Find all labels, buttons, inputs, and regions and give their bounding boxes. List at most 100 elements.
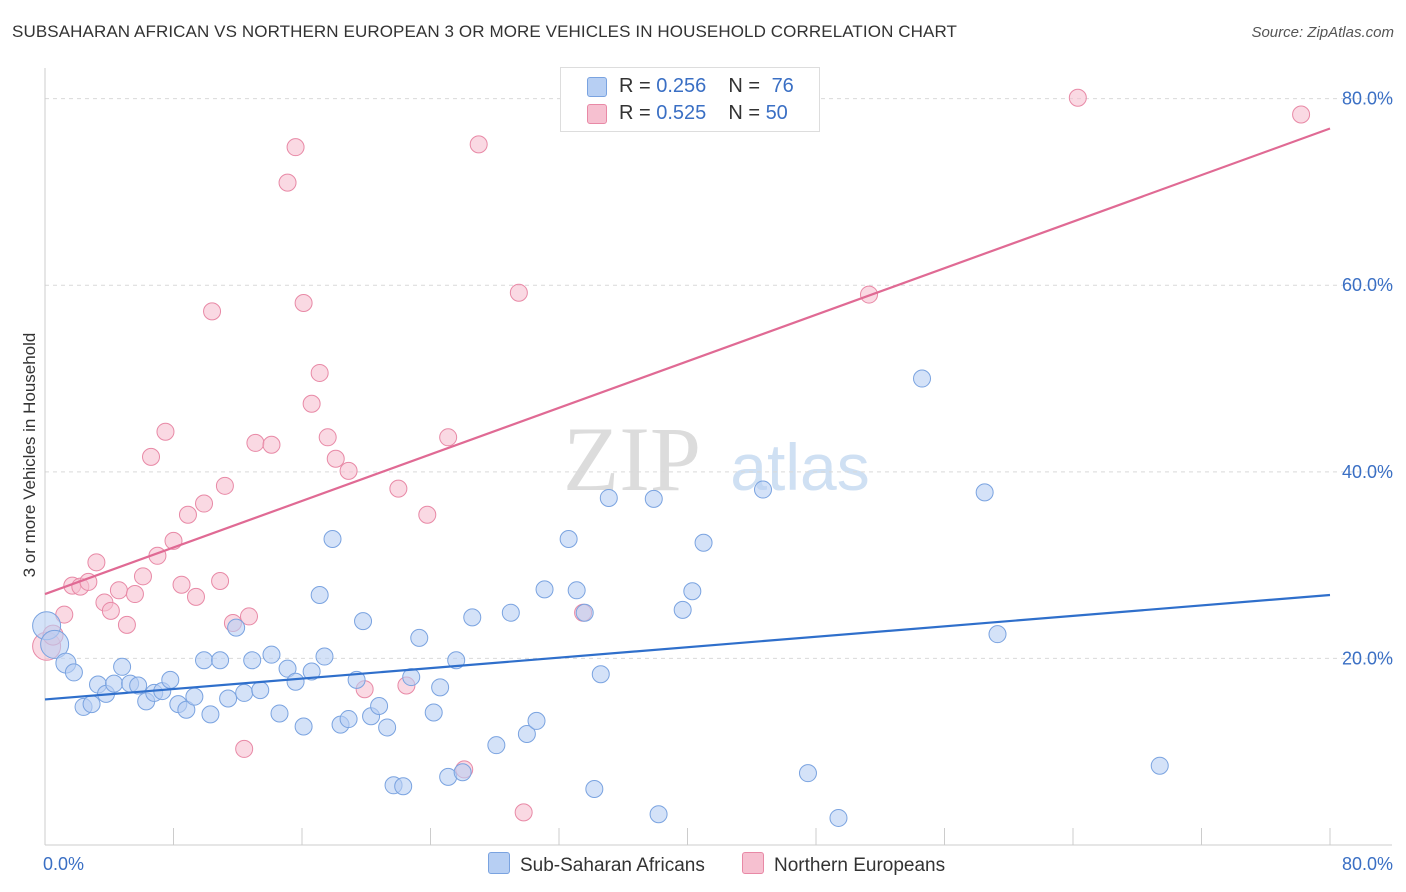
pink-point (246, 433, 265, 452)
blue-point (347, 670, 366, 689)
legend-r-label: R = (619, 102, 657, 124)
pink-point (172, 575, 191, 594)
legend-r-value-blue: 0.256 (656, 75, 707, 97)
blue-point (302, 662, 321, 681)
legend-n-value-pink: 50 (765, 102, 788, 124)
pink-point (186, 587, 205, 606)
blue-point (1150, 756, 1169, 775)
pink-point (514, 803, 533, 822)
blue-point (402, 668, 421, 687)
blue-point (517, 724, 536, 743)
blue-point (219, 689, 238, 708)
bottom-legend-swatch-pink (742, 852, 764, 874)
blue-point (559, 530, 578, 548)
pink-point (203, 302, 222, 321)
pink-point (109, 581, 128, 600)
y-tick-label-80: 80.0% (1342, 89, 1393, 109)
tick-label-layer: 20.0% 40.0% 60.0% 80.0% 0.0% 80.0% (43, 89, 1393, 874)
pink-point (101, 601, 120, 620)
blue-point (599, 488, 618, 507)
pink-point (439, 428, 458, 447)
blue-point (585, 780, 604, 799)
blue-point (527, 711, 546, 730)
pink-point (469, 135, 488, 154)
pink-point (125, 585, 144, 604)
trend-layer (44, 127, 1331, 701)
pink-point (178, 505, 197, 524)
blue-point (501, 603, 520, 622)
pink-point (294, 293, 313, 312)
blue-point (567, 581, 586, 600)
blue-point (339, 710, 358, 729)
blue-point (673, 600, 692, 619)
y-tick-label-40: 40.0% (1342, 462, 1393, 482)
blue-point (262, 645, 281, 664)
pink-point (156, 422, 175, 441)
legend-r-label: R = (619, 75, 657, 97)
blue-point (988, 625, 1007, 644)
legend-n-value-blue: 76 (771, 75, 794, 97)
blue-point (798, 764, 817, 783)
blue-point (161, 670, 180, 689)
pink-point (318, 428, 337, 447)
legend-n-label: N = (728, 102, 766, 124)
blue-point (113, 657, 132, 676)
blue-point (453, 763, 472, 782)
legend-r-value-pink: 0.525 (656, 102, 707, 124)
pink-point (262, 435, 281, 454)
blue-point (649, 805, 668, 824)
pink-point (389, 479, 408, 498)
pink-point (117, 615, 136, 634)
pink-point (142, 447, 161, 466)
pink-point (286, 138, 305, 157)
blue-point (270, 704, 289, 723)
pink-point (195, 494, 214, 513)
blue-point (591, 665, 610, 684)
legend-swatch-blue (587, 77, 607, 97)
blue-point (410, 628, 429, 647)
pink-point (302, 394, 321, 413)
watermark-atlas: atlas (730, 430, 869, 504)
correlation-legend: R = 0.256 N = 76 R = 0.525 N = 50 (560, 67, 820, 132)
blue-point (185, 687, 204, 706)
pink-point (1068, 88, 1087, 107)
pink-point (278, 173, 297, 192)
legend-n-label: N = (728, 75, 766, 97)
blue-point (394, 777, 413, 796)
bottom-legend-pink: Northern Europeans (742, 852, 945, 877)
blue-point (235, 683, 254, 702)
pink-point (1292, 105, 1311, 124)
blue-point (447, 651, 466, 670)
pink-point (215, 476, 234, 495)
blue-point (323, 530, 342, 548)
pink-point (211, 571, 230, 590)
legend-text-pink: R = 0.525 N = 50 (619, 102, 788, 125)
blue-point (424, 703, 443, 722)
pink-point (509, 283, 528, 302)
pink-trendline (44, 127, 1331, 596)
blue-point (975, 483, 994, 502)
blue-point (378, 718, 397, 737)
blue-point (463, 608, 482, 627)
pink-point (235, 739, 254, 758)
blue-point (683, 582, 702, 601)
blue-point (310, 585, 329, 604)
chart-source: Source: ZipAtlas.com (1251, 24, 1394, 41)
legend-swatch-pink (587, 104, 607, 124)
blue-point (251, 681, 270, 700)
pink-point (418, 505, 437, 524)
y-tick-label-20: 20.0% (1342, 648, 1393, 668)
blue-point (694, 533, 713, 552)
blue-point (829, 808, 848, 827)
blue-point (82, 695, 101, 714)
blue-point (487, 736, 506, 755)
blue-point (40, 629, 70, 659)
pink-point (87, 553, 106, 572)
blue-point (354, 612, 373, 631)
pink-point (239, 607, 258, 626)
bottom-legend-label-blue: Sub-Saharan Africans (520, 855, 705, 876)
y-axis-label: 3 or more Vehicles in Household (20, 332, 39, 578)
bottom-legend-swatch-blue (488, 852, 510, 874)
legend-text-blue: R = 0.256 N = 76 (619, 75, 794, 98)
